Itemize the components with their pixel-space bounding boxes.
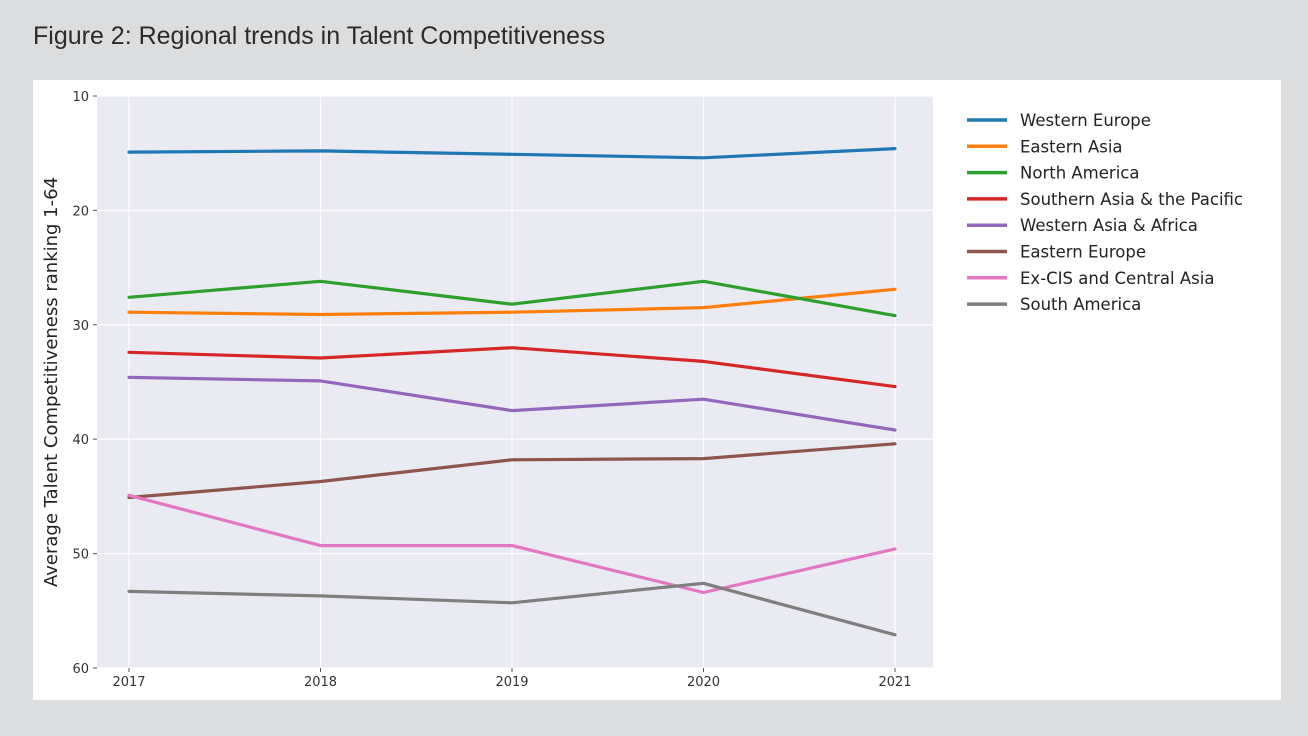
y-tick-label: 10 <box>72 90 89 105</box>
legend-label: Western Europe <box>1020 111 1151 130</box>
series-line <box>127 287 897 317</box>
legend-label: Southern Asia & the Pacific <box>1020 190 1243 209</box>
legend-label: North America <box>1020 164 1139 183</box>
chart-panel: 10 20 30 40 50 60 2017 2018 2019 2020 2021 Average … <box>33 80 1281 700</box>
y-tick-label: 40 <box>72 433 89 448</box>
plot-area <box>97 96 933 668</box>
line-chart: 10 20 30 40 50 60 2017 2018 2019 2020 2021 Average … <box>41 90 1243 690</box>
legend-label: Eastern Europe <box>1020 243 1146 262</box>
series-line <box>127 279 897 318</box>
x-tick-label: 2018 <box>304 675 337 690</box>
legend-label: Ex-CIS and Central Asia <box>1020 269 1214 288</box>
x-tick-label: 2017 <box>112 675 145 690</box>
x-tick-label: 2021 <box>878 675 911 690</box>
y-tick-label: 30 <box>72 319 89 334</box>
y-tick-label: 60 <box>72 662 89 677</box>
legend-label: Eastern Asia <box>1020 137 1123 156</box>
series-line <box>127 442 897 500</box>
series-line <box>127 146 897 160</box>
legend-label: South America <box>1020 295 1141 314</box>
y-axis-title: Average Talent Competitiveness ranking 1… <box>41 177 62 587</box>
figure-title: Figure 2: Regional trends in Talent Comp… <box>33 22 606 50</box>
x-tick-label: 2020 <box>687 675 720 690</box>
series-line <box>127 581 897 637</box>
x-tick-label: 2019 <box>495 675 528 690</box>
y-tick-label: 50 <box>72 548 89 563</box>
legend-label: Western Asia & Africa <box>1020 216 1198 235</box>
y-tick-label: 20 <box>72 204 89 219</box>
series-line <box>127 493 897 595</box>
series-line <box>127 346 897 389</box>
series-line <box>127 375 897 432</box>
